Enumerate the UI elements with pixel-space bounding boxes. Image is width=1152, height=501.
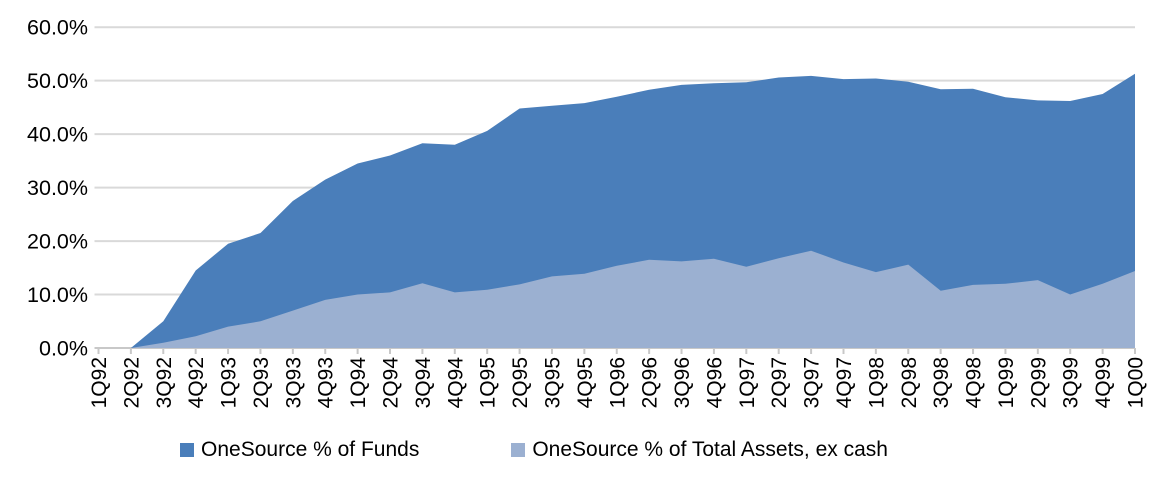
x-axis-tick-label: 3Q96 — [671, 357, 694, 408]
x-axis-tick-label: 4Q97 — [833, 357, 856, 408]
x-axis-tick-label: 3Q95 — [541, 357, 564, 408]
x-axis-tick-label: 4Q95 — [574, 357, 597, 408]
total-assets-legend-swatch — [511, 443, 526, 457]
y-axis-tick-label: 30.0% — [27, 176, 88, 200]
x-axis-tick-label: 1Q00 — [1125, 357, 1148, 408]
x-axis-tick-label: 3Q94 — [412, 357, 435, 409]
x-axis-tick-label: 2Q99 — [1027, 357, 1050, 408]
x-axis-tick-label: 3Q93 — [282, 357, 305, 408]
x-axis-tick-label: 1Q99 — [995, 357, 1018, 408]
x-axis-tick-label: 4Q96 — [703, 357, 726, 408]
y-axis-tick-label: 10.0% — [27, 283, 88, 307]
x-axis-tick-label: 3Q97 — [801, 357, 824, 408]
funds-legend-label: OneSource % of Funds — [201, 438, 420, 461]
total-assets-area — [98, 250, 1135, 348]
x-axis-tick-label: 4Q93 — [315, 357, 338, 408]
x-axis-tick-label: 2Q95 — [509, 357, 532, 408]
total-assets-legend-label: OneSource % of Total Assets, ex cash — [532, 438, 888, 461]
x-axis-tick-label: 1Q97 — [736, 357, 759, 408]
legend-item-funds: OneSource % of Funds — [180, 438, 419, 462]
y-axis-tick-label: 50.0% — [27, 69, 88, 93]
x-axis-tick-label: 4Q94 — [444, 357, 467, 409]
x-axis-tick-label: 1Q92 — [88, 357, 111, 408]
x-axis-tick-label: 2Q94 — [380, 357, 403, 409]
x-axis-tick-label: 4Q98 — [963, 357, 986, 408]
x-axis-tick-label: 2Q98 — [898, 357, 921, 408]
x-axis-tick-label: 4Q99 — [1092, 357, 1115, 408]
chart-legend: OneSource % of Funds OneSource % of Tota… — [0, 438, 1110, 462]
x-axis-tick-label: 1Q95 — [477, 357, 500, 408]
x-axis-tick-label: 3Q99 — [1060, 357, 1083, 408]
y-axis-tick-label: 40.0% — [27, 123, 88, 147]
legend-item-total-assets: OneSource % of Total Assets, ex cash — [511, 438, 888, 462]
x-axis-tick-label: 1Q96 — [606, 357, 629, 408]
x-axis-tick-label: 4Q92 — [185, 357, 208, 408]
x-axis-tick-label: 1Q98 — [865, 357, 888, 408]
x-axis-tick-label: 3Q92 — [153, 357, 176, 408]
funds-legend-swatch — [180, 443, 195, 457]
y-axis-tick-label: 60.0% — [27, 16, 88, 40]
x-axis-tick-label: 2Q93 — [250, 357, 273, 408]
x-axis-tick-label: 2Q96 — [639, 357, 662, 408]
x-axis-tick-label: 3Q98 — [930, 357, 953, 408]
x-axis-tick-label: 2Q97 — [768, 357, 791, 408]
y-axis-tick-label: 0.0% — [39, 337, 88, 361]
x-axis-tick-label: 2Q92 — [120, 357, 143, 408]
y-axis-tick-label: 20.0% — [27, 230, 88, 254]
x-axis-tick-label: 1Q93 — [218, 357, 241, 408]
x-axis-tick-label: 1Q94 — [347, 357, 370, 409]
